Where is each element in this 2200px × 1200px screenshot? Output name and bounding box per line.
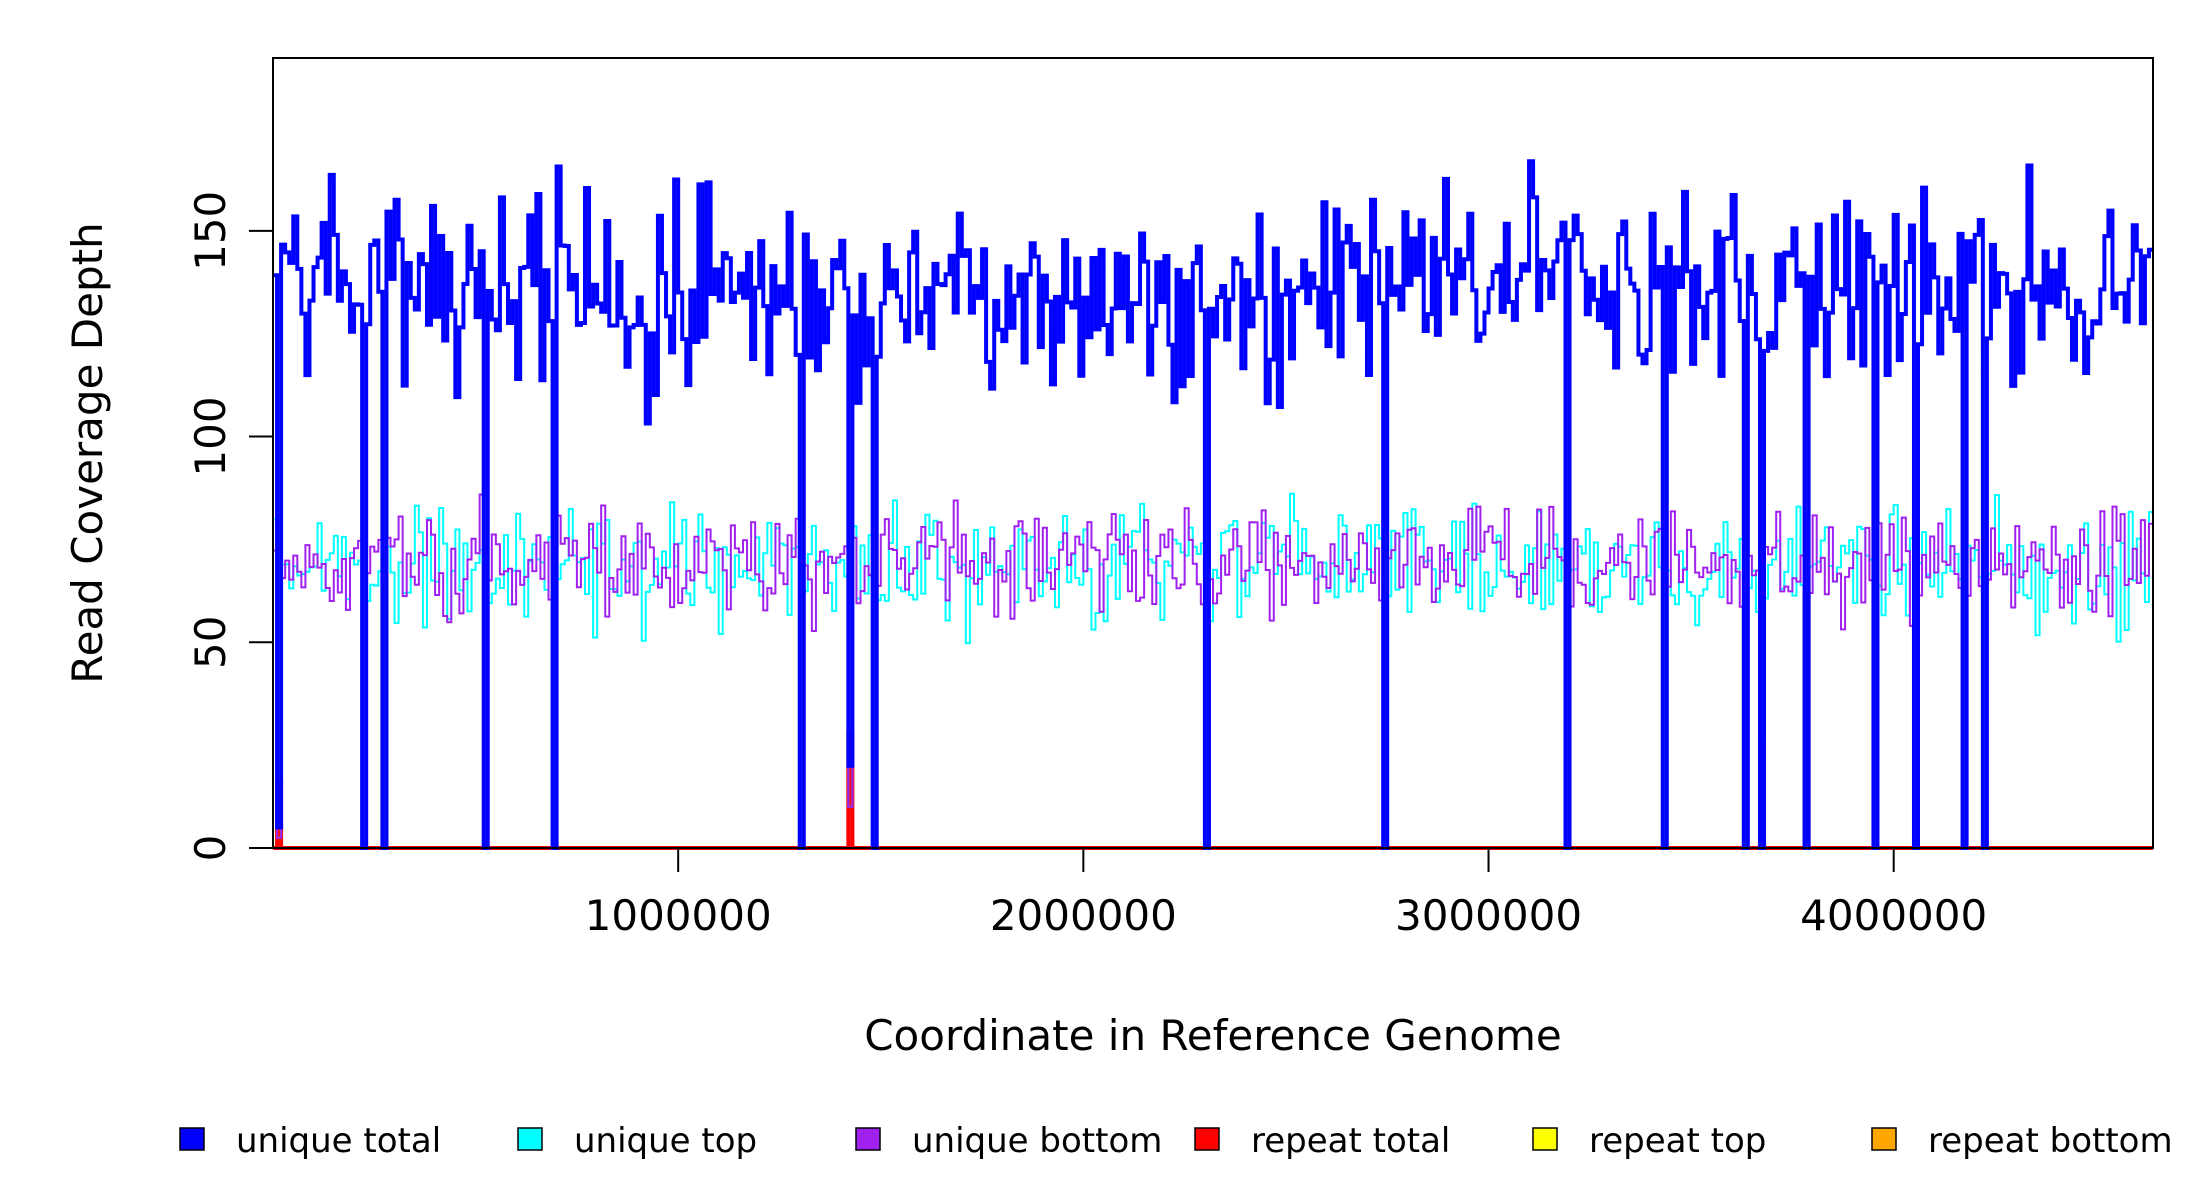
x-tick-label: 3000000 <box>1395 891 1582 940</box>
legend-swatch-repeat-bottom <box>1871 1127 1897 1151</box>
plot-frame <box>272 57 2154 849</box>
y-tick-label: 50 <box>186 616 235 669</box>
x-axis-label: Coordinate in Reference Genome <box>864 1011 1562 1060</box>
y-tick-label: 150 <box>186 191 235 271</box>
axis-layer: 1000000 2000000 3000000 4000000 0 50 100 150 <box>186 191 1987 940</box>
legend-label: unique total <box>236 1121 441 1161</box>
legend-swatch-repeat-top <box>1532 1127 1558 1151</box>
legend-swatch-unique-bottom <box>855 1127 881 1151</box>
legend-label: repeat bottom <box>1928 1121 2173 1161</box>
x-tick-label: 4000000 <box>1800 891 1987 940</box>
legend-label: repeat total <box>1251 1121 1450 1161</box>
x-tick-label: 1000000 <box>585 891 772 940</box>
legend-label: unique bottom <box>912 1121 1162 1161</box>
y-tick-label: 100 <box>186 396 235 476</box>
series-line-unique-total <box>273 159 2153 850</box>
legend-label: repeat top <box>1589 1121 1766 1161</box>
x-tick-label: 2000000 <box>990 891 1177 940</box>
y-tick-label: 0 <box>186 835 235 862</box>
y-axis-label: Read Coverage Depth <box>63 222 112 683</box>
legend-label: unique top <box>574 1121 757 1161</box>
legend-swatch-unique-total <box>179 1127 205 1151</box>
legend-swatch-unique-top <box>517 1127 543 1151</box>
legend: unique total unique top unique bottom repea… <box>179 1121 2173 1161</box>
series-line-unique-bottom <box>273 493 2153 849</box>
legend-swatch-repeat-total <box>1194 1127 1220 1151</box>
